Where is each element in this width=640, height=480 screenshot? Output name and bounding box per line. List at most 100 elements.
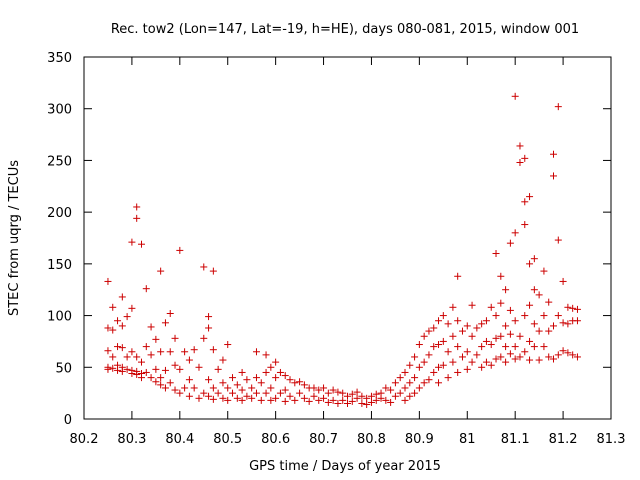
data-point [348,397,356,405]
data-point [387,386,395,394]
data-point [348,390,356,398]
data-point [128,304,136,312]
data-point [482,337,490,345]
data-point [569,351,577,359]
data-point [147,374,155,382]
data-point [238,396,246,404]
data-point [305,397,313,405]
data-point [463,322,471,330]
data-point [219,394,227,402]
data-point [185,392,193,400]
data-point [396,374,404,382]
data-point [535,327,543,335]
data-point [444,374,452,382]
data-point [550,322,558,330]
data-point [435,379,443,387]
data-point [554,312,562,320]
data-points [104,92,581,409]
data-point [104,365,112,373]
data-point [530,320,538,328]
data-point [118,344,126,352]
data-point [252,374,260,382]
data-point [128,238,136,246]
data-point [530,343,538,351]
data-point [554,236,562,244]
data-point [382,396,390,404]
data-point [387,398,395,406]
data-point [530,255,538,263]
data-point [550,355,558,363]
data-point [458,327,466,335]
data-point [540,312,548,320]
data-point [272,394,280,402]
data-point [511,317,519,325]
data-point [171,361,179,369]
data-point [463,348,471,356]
data-point [329,386,337,394]
data-point [190,346,198,354]
data-point [286,392,294,400]
data-point [444,348,452,356]
data-point [468,332,476,340]
data-point [200,389,208,397]
data-point [559,319,567,327]
data-point [573,353,581,361]
data-point [267,363,275,371]
data-point [420,379,428,387]
data-point [435,363,443,371]
data-point [449,303,457,311]
data-point [315,386,323,394]
data-point [573,317,581,325]
data-point [161,366,169,374]
data-point [391,379,399,387]
chart-title: Rec. tow2 (Lon=147, Lat=-19, h=HE), days… [111,22,579,37]
data-point [310,392,318,400]
data-point [262,389,270,397]
data-point [506,306,514,314]
data-point [396,389,404,397]
data-point [358,392,366,400]
data-point [521,198,529,206]
data-point [430,368,438,376]
data-point [511,92,519,100]
data-point [133,203,141,211]
data-point [104,277,112,285]
data-point [358,399,366,407]
data-point [492,334,500,342]
data-point [502,322,510,330]
data-point [286,376,294,384]
data-point [176,389,184,397]
data-point [123,313,131,321]
data-point [276,389,284,397]
data-point [219,356,227,364]
data-point [334,388,342,396]
data-point [262,368,270,376]
data-point [435,341,443,349]
data-point [257,396,265,404]
data-point [200,263,208,271]
x-tick-label: 81.1 [501,432,530,447]
data-point [114,343,122,351]
data-point [492,355,500,363]
data-point [535,291,543,299]
data-point [104,324,112,332]
data-point [401,396,409,404]
data-point [166,379,174,387]
data-point [535,356,543,364]
data-point [248,384,256,392]
data-point [190,384,198,392]
data-point [300,394,308,402]
data-point [224,396,232,404]
data-point [521,221,529,229]
x-tick-label: 80.9 [405,432,434,447]
data-point [214,365,222,373]
data-point [435,317,443,325]
data-point [458,353,466,361]
data-point [248,394,256,402]
data-point [272,374,280,382]
data-point [487,341,495,349]
data-point [550,172,558,180]
data-point [147,323,155,331]
data-point [463,365,471,373]
data-point [502,286,510,294]
